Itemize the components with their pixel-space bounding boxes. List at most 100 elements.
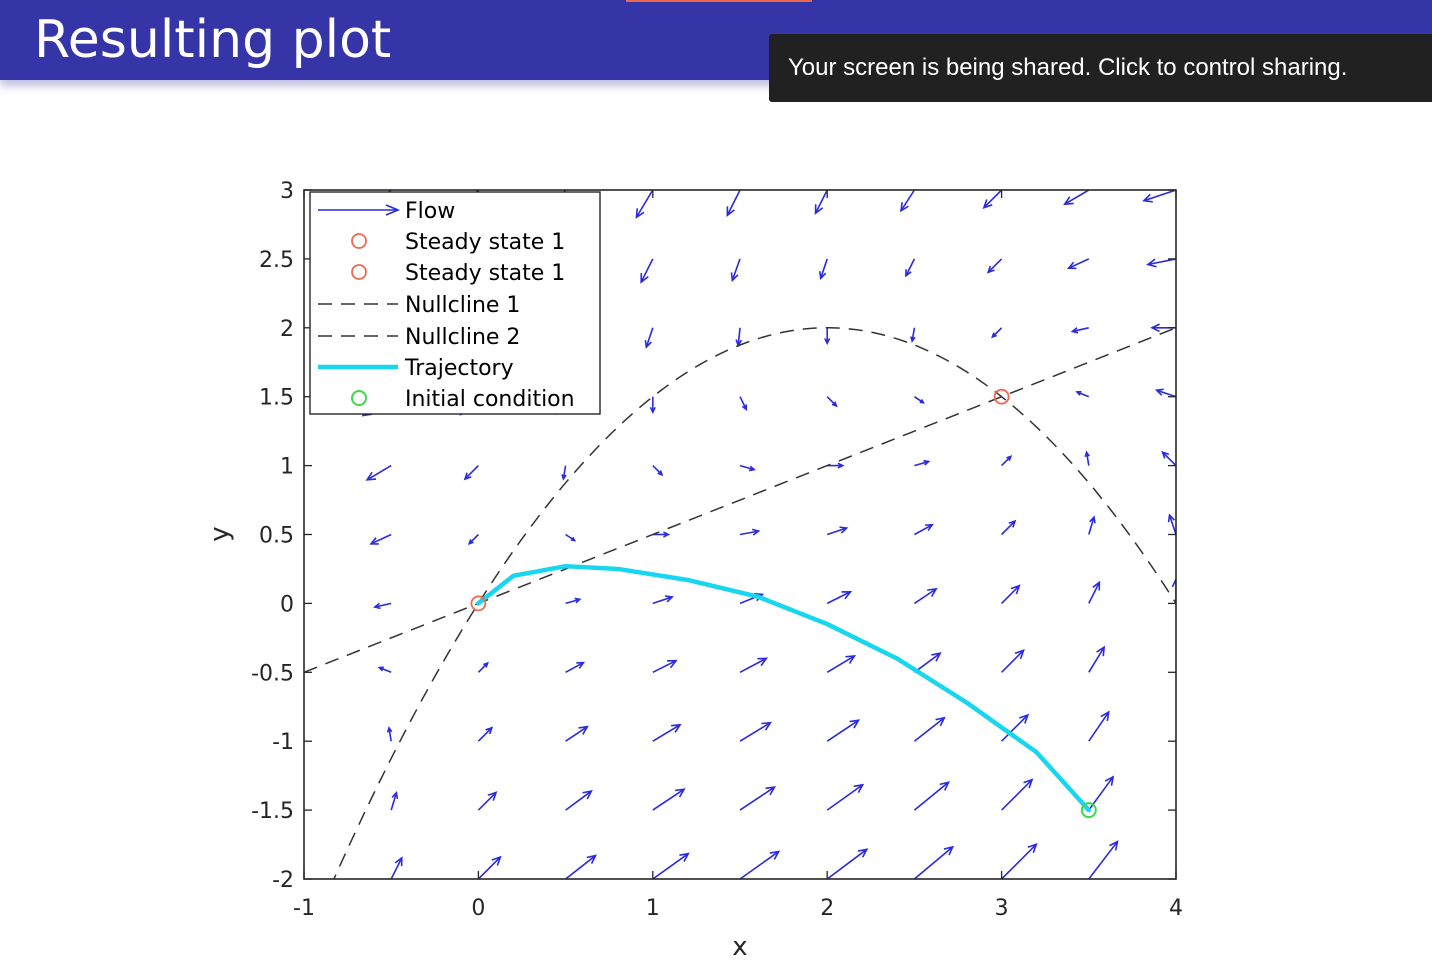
flow-arrow bbox=[1088, 840, 1119, 879]
flow-arrow-head bbox=[1185, 774, 1192, 783]
flow-arrow bbox=[826, 526, 849, 536]
flow-arrow-head bbox=[1096, 645, 1106, 657]
flow-arrow bbox=[814, 190, 828, 215]
legend-label: Steady state 1 bbox=[405, 230, 565, 255]
flow-arrow-head bbox=[644, 339, 652, 349]
flow-arrow bbox=[1066, 258, 1090, 270]
legend-item: Initial condition bbox=[351, 387, 575, 412]
flow-arrow-head bbox=[741, 404, 748, 411]
flow-arrow bbox=[913, 845, 955, 879]
flow-arrow-shaft bbox=[652, 465, 663, 476]
flow-arrow-shaft bbox=[390, 857, 403, 879]
y-tick-label: 0 bbox=[280, 592, 294, 617]
flow-arrow-shaft bbox=[1001, 714, 1029, 742]
flow-arrow-head bbox=[1089, 515, 1096, 524]
markers bbox=[470, 388, 1097, 819]
flow-arrow-shaft bbox=[1001, 455, 1012, 467]
flow-arrow-head bbox=[1066, 261, 1077, 270]
screen-share-banner[interactable]: Your screen is being shared. Click to co… bbox=[769, 34, 1432, 102]
flow-arrow-shaft bbox=[739, 722, 771, 742]
x-tick-label: 2 bbox=[820, 896, 834, 921]
flow-arrow-head bbox=[483, 661, 489, 668]
flow-arrow bbox=[1001, 842, 1038, 879]
steady-state-marker bbox=[470, 595, 487, 612]
x-axis-title: x bbox=[732, 932, 747, 962]
legend-item: Nullcline 1 bbox=[318, 293, 520, 318]
flow-arrow-head bbox=[255, 280, 264, 288]
flow-arrow-head bbox=[570, 536, 577, 542]
flow-arrow bbox=[1154, 388, 1176, 398]
flow-arrow-shaft bbox=[565, 661, 584, 674]
flow-arrow-shaft bbox=[1064, 190, 1090, 205]
flow-arrow bbox=[739, 464, 756, 472]
flow-arrow-head bbox=[1142, 193, 1153, 203]
flow-arrow-head bbox=[748, 465, 756, 472]
flow-arrow-head bbox=[369, 537, 379, 545]
flow-arrow-shaft bbox=[826, 719, 859, 742]
axis-ticks: -1 0 1 2 3 4 3 2.5 2 1.5 1 0.5 0 -0.5 -1 -1.5 -2 bbox=[251, 179, 1183, 921]
flow-arrow-shaft bbox=[635, 190, 654, 218]
flow-arrow-head bbox=[910, 336, 916, 343]
flow-arrow bbox=[1142, 190, 1176, 203]
flow-arrow bbox=[913, 781, 950, 811]
steady-state-marker bbox=[993, 388, 1010, 405]
flow-arrow bbox=[1001, 519, 1017, 536]
flow-arrow bbox=[1001, 778, 1034, 811]
flow-arrow bbox=[900, 190, 916, 213]
x-tick-label: 4 bbox=[1169, 896, 1183, 921]
legend-item: Trajectory bbox=[318, 356, 514, 381]
flow-arrow-head bbox=[761, 721, 772, 731]
flow-arrow-head bbox=[1189, 839, 1196, 848]
flow-arrow-shaft bbox=[390, 792, 398, 811]
flow-arrow bbox=[1084, 450, 1090, 466]
flow-arrow bbox=[1001, 584, 1021, 604]
flow-arrow bbox=[565, 789, 593, 811]
flow-arrow-head bbox=[582, 789, 593, 800]
legend-item: Flow bbox=[318, 199, 455, 224]
flow-arrow-shaft bbox=[739, 786, 775, 811]
flow-arrow-shaft bbox=[905, 258, 916, 277]
flow-arrow-head bbox=[1010, 584, 1021, 595]
flow-arrow-shaft bbox=[726, 190, 741, 216]
flow-arrow-shaft bbox=[819, 258, 828, 279]
flow-arrow-shaft bbox=[1088, 646, 1105, 673]
flow-arrow-shaft bbox=[304, 190, 305, 191]
flow-arrow-head bbox=[1084, 450, 1090, 458]
flow-arrow-shaft bbox=[652, 659, 677, 674]
flow-arrow bbox=[652, 659, 678, 674]
flow-arrow-head bbox=[751, 528, 761, 536]
flow-arrow-shaft bbox=[374, 602, 392, 608]
flow-arrow-head bbox=[1063, 196, 1074, 206]
flow-arrow-shaft bbox=[826, 396, 837, 407]
flow-arrow bbox=[649, 396, 656, 415]
legend-label: Trajectory bbox=[404, 356, 514, 381]
flow-arrow bbox=[1001, 649, 1025, 673]
flow-arrow-head bbox=[923, 459, 931, 466]
flow-arrow bbox=[913, 716, 946, 742]
flow-arrow-shaft bbox=[1085, 452, 1090, 466]
flow-arrow bbox=[824, 327, 831, 346]
flow-arrow-head bbox=[1070, 327, 1079, 334]
flow-arrow-head bbox=[1092, 580, 1101, 591]
flow-arrow-head bbox=[919, 399, 925, 404]
legend-steady-state-swatch bbox=[351, 264, 367, 280]
flow-arrow-head bbox=[657, 470, 664, 477]
y-tick-label: -0.5 bbox=[251, 661, 294, 686]
flow-arrow-head bbox=[939, 781, 950, 791]
flow-arrow-shaft bbox=[739, 530, 759, 536]
title-accent-line bbox=[626, 0, 812, 2]
flow-arrow bbox=[991, 327, 1003, 339]
flow-arrow bbox=[1088, 515, 1096, 535]
flow-arrow bbox=[565, 854, 597, 879]
flow-arrow bbox=[373, 602, 392, 610]
flow-arrow-shaft bbox=[652, 853, 689, 879]
flow-arrow-shaft bbox=[1143, 190, 1176, 202]
flow-arrow-shaft bbox=[645, 327, 654, 348]
flow-arrow-shaft bbox=[652, 788, 685, 811]
flow-arrow-shaft bbox=[911, 327, 916, 342]
legend-label: Steady state 1 bbox=[405, 261, 565, 286]
flow-arrow bbox=[644, 327, 654, 349]
flow-arrow-shaft bbox=[913, 588, 937, 605]
flow-arrow-shaft bbox=[826, 848, 868, 879]
flow-arrow-head bbox=[857, 848, 869, 858]
